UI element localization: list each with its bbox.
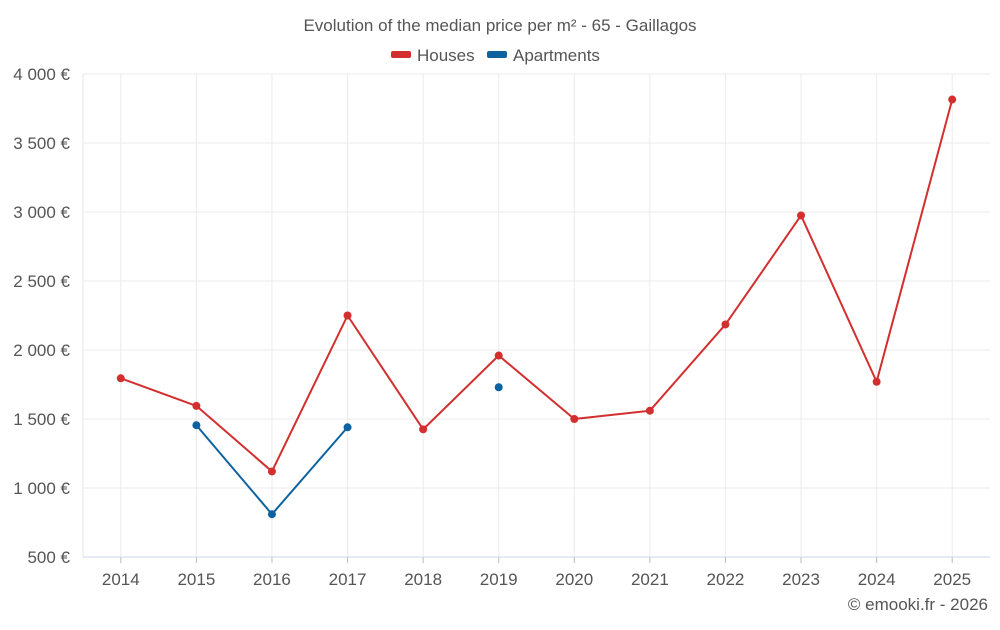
y-tick-label: 2 500 € <box>13 272 70 291</box>
series-layer <box>116 95 957 519</box>
legend-item-houses[interactable]: Houses <box>391 46 475 65</box>
data-point-houses-2015[interactable] <box>192 401 201 410</box>
x-tick-label: 2018 <box>404 570 442 589</box>
x-tick-label: 2020 <box>555 570 593 589</box>
y-tick-label: 3 000 € <box>13 203 70 222</box>
axes: 500 € 1 000 € 1 500 € 2 000 € 2 500 € 3 000 €… <box>13 65 990 589</box>
x-tick-label: 2025 <box>933 570 971 589</box>
data-point-houses-2017[interactable] <box>343 311 352 320</box>
x-tick-label: 2014 <box>102 570 140 589</box>
data-point-apartments-2015[interactable] <box>192 421 201 430</box>
x-tick-label: 2017 <box>329 570 367 589</box>
series-houses <box>116 95 957 476</box>
data-point-houses-2016[interactable] <box>267 467 276 476</box>
grid <box>83 73 990 557</box>
data-point-houses-2025[interactable] <box>948 95 957 104</box>
data-point-houses-2021[interactable] <box>645 406 654 415</box>
x-tick-label: 2015 <box>177 570 215 589</box>
y-tick-label: 500 € <box>27 548 70 567</box>
legend-label-houses: Houses <box>417 46 475 65</box>
data-point-apartments-2016[interactable] <box>267 510 276 519</box>
series-apartments <box>192 383 503 519</box>
data-point-houses-2019[interactable] <box>494 351 503 360</box>
data-point-houses-2014[interactable] <box>116 374 125 383</box>
legend: Houses Apartments <box>391 46 600 65</box>
data-point-houses-2018[interactable] <box>419 425 428 434</box>
x-tick-label: 2024 <box>858 570 896 589</box>
y-tick-label: 2 000 € <box>13 341 70 360</box>
chart-title: Evolution of the median price per m² - 6… <box>303 16 696 35</box>
x-tick-label: 2021 <box>631 570 669 589</box>
data-point-houses-2020[interactable] <box>570 415 579 423</box>
series-line-houses <box>120 99 954 473</box>
y-tick-label: 1 500 € <box>13 410 70 429</box>
legend-item-apartments[interactable]: Apartments <box>487 46 600 65</box>
data-point-houses-2023[interactable] <box>797 211 806 220</box>
x-tick-label: 2023 <box>782 570 820 589</box>
x-tick-label: 2019 <box>480 570 518 589</box>
credit-text: © emooki.fr - 2026 <box>848 595 988 614</box>
data-point-apartments-2017[interactable] <box>343 423 352 432</box>
legend-label-apartments: Apartments <box>513 46 600 65</box>
x-tick-label: 2016 <box>253 570 291 589</box>
data-point-houses-2024[interactable] <box>872 377 881 386</box>
legend-swatch-apartments <box>487 51 507 58</box>
y-tick-label: 4 000 € <box>13 65 70 84</box>
legend-swatch-houses <box>391 51 411 58</box>
data-point-apartments-2019[interactable] <box>494 383 503 392</box>
y-tick-label: 1 000 € <box>13 479 70 498</box>
data-point-houses-2022[interactable] <box>721 320 730 329</box>
x-tick-label: 2022 <box>707 570 745 589</box>
y-tick-label: 3 500 € <box>13 134 70 153</box>
